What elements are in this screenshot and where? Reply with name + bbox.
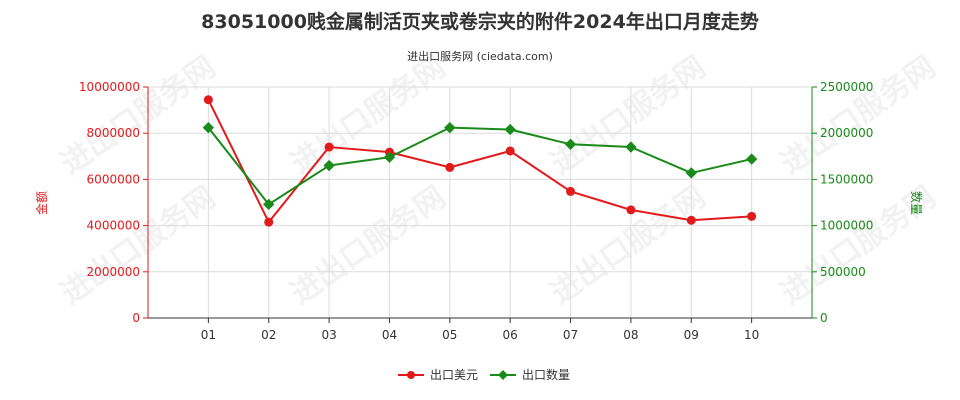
- legend-entry-label[interactable]: 出口美元: [430, 368, 478, 382]
- chart-title: 83051000贱金属制活页夹或卷宗夹的附件2024年出口月度走势: [201, 10, 759, 33]
- x-tick-label: 07: [563, 328, 578, 342]
- y-right-tick-label: 1000000: [820, 219, 873, 233]
- data-point-value[interactable]: [264, 217, 274, 227]
- y-left-tick-label: 10000000: [79, 80, 140, 94]
- data-point-quantity[interactable]: [564, 138, 577, 150]
- x-tick-label: 10: [744, 328, 759, 342]
- x-tick-label: 08: [623, 328, 638, 342]
- watermark-text: 进出口服务网: [285, 180, 453, 312]
- watermark-text: 进出口服务网: [55, 50, 223, 182]
- watermark-text: 进出口服务网: [775, 50, 943, 182]
- y-axis-left-label: 金额: [34, 191, 49, 215]
- legend-marker: [407, 371, 415, 379]
- data-point-value[interactable]: [566, 186, 576, 196]
- data-point-value[interactable]: [686, 215, 696, 225]
- x-tick-label: 09: [684, 328, 699, 342]
- watermark-text: 进出口服务网: [55, 180, 223, 312]
- x-tick-label: 06: [503, 328, 518, 342]
- y-right-tick-label: 2000000: [820, 126, 873, 140]
- x-tick-label: 02: [261, 328, 276, 342]
- axes: [147, 87, 813, 319]
- data-point-value[interactable]: [505, 146, 515, 156]
- y-right-tick-label: 0: [820, 311, 828, 325]
- y-left-tick-label: 2000000: [87, 265, 140, 279]
- x-tick-label: 05: [442, 328, 457, 342]
- legend-entry-label[interactable]: 出口数量: [522, 367, 570, 382]
- data-point-value[interactable]: [324, 142, 334, 152]
- data-point-quantity[interactable]: [685, 167, 697, 179]
- data-point-value[interactable]: [445, 162, 455, 172]
- data-point-quantity[interactable]: [383, 151, 396, 163]
- watermark-text: 进出口服务网: [545, 50, 713, 182]
- data-point-quantity[interactable]: [745, 153, 758, 165]
- x-tick-label: 04: [382, 328, 397, 342]
- data-point-quantity[interactable]: [625, 141, 637, 153]
- y-right-tick-label: 2500000: [820, 80, 873, 94]
- data-point-quantity[interactable]: [323, 159, 335, 172]
- y-left-tick-label: 0: [132, 311, 140, 325]
- grid-lines: [148, 86, 813, 319]
- y-axis-right-label: 数量: [909, 191, 924, 215]
- x-tick-label: 01: [201, 328, 216, 342]
- watermark-text: 进出口服务网: [545, 180, 713, 312]
- y-right-tick-label: 1500000: [820, 172, 873, 186]
- tick-labels: 0200000040000006000000800000010000000050…: [79, 80, 874, 342]
- y-right-tick-label: 500000: [820, 265, 866, 279]
- data-point-quantity[interactable]: [444, 121, 456, 134]
- x-tick-label: 03: [321, 328, 336, 342]
- data-point-value[interactable]: [747, 211, 757, 221]
- legend-marker: [498, 370, 508, 380]
- y-left-tick-label: 6000000: [87, 172, 140, 186]
- chart-subtitle: 进出口服务网 (ciedata.com): [407, 49, 553, 63]
- data-point-quantity[interactable]: [263, 198, 275, 211]
- y-left-tick-label: 8000000: [87, 126, 140, 140]
- y-left-tick-label: 4000000: [87, 219, 140, 233]
- data-point-value[interactable]: [203, 95, 213, 105]
- legend[interactable]: 出口美元 出口数量: [398, 367, 570, 382]
- series-line-quantity: [207, 126, 752, 206]
- data-point-value[interactable]: [626, 205, 636, 215]
